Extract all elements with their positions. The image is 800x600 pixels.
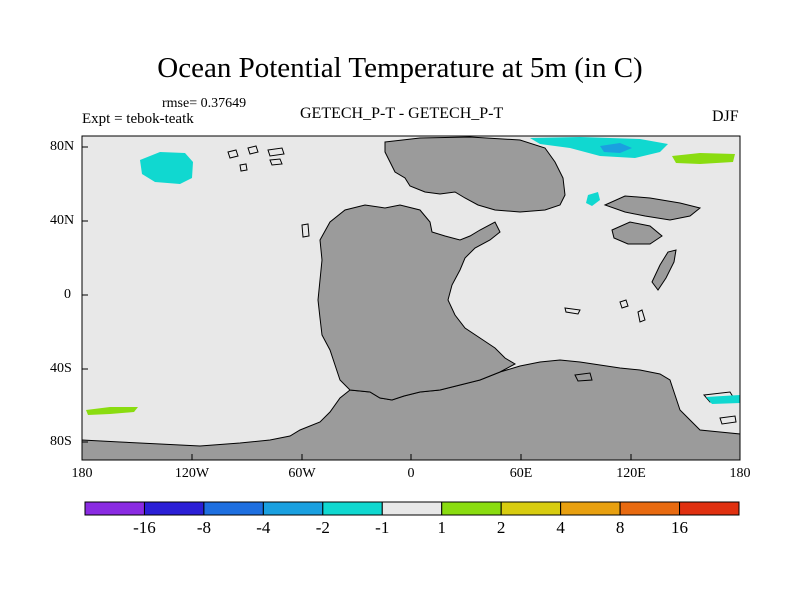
colorbar-swatch	[203, 501, 264, 516]
y-tick-label: 40S	[50, 361, 72, 376]
island-east-3	[651, 249, 677, 291]
colorbar-swatch	[84, 501, 145, 516]
colorbar-swatch	[619, 501, 681, 516]
colorbar-swatch	[560, 501, 621, 516]
experiment-label: Expt = tebok-teatk	[82, 111, 194, 127]
colorbar-swatch	[322, 501, 383, 516]
colorbar-label: 1	[437, 518, 446, 537]
colorbar-swatch	[441, 501, 502, 516]
colorbar-swatch	[262, 501, 324, 516]
colorbar-label: 8	[615, 518, 625, 537]
x-tick-label: 0	[407, 466, 415, 481]
x-tick-label: 180	[729, 466, 751, 481]
y-tick-label: 80S	[50, 434, 72, 449]
land-masses	[81, 136, 741, 461]
y-tick-label: 40N	[50, 213, 75, 228]
island-outline	[227, 149, 239, 159]
y-tick-label: 80N	[50, 139, 75, 154]
anomaly-cyan-north	[530, 137, 668, 158]
colorbar-label: -8	[196, 518, 211, 537]
x-tick-label: 60W	[288, 466, 316, 481]
island-east-1	[603, 195, 702, 221]
colorbar-label: -1	[375, 518, 390, 537]
axis-ticks	[82, 146, 632, 460]
anomaly-blue-north	[600, 143, 632, 153]
colorbar-label: 4	[556, 518, 565, 537]
x-tick-label: 180	[71, 466, 93, 481]
y-tick-label: 0	[64, 287, 71, 302]
plot-title: Ocean Potential Temperature at 5m (in C)	[157, 52, 643, 84]
island-outline	[637, 309, 646, 323]
colorbar-swatch	[381, 501, 443, 516]
x-tick-label: 60E	[509, 466, 533, 481]
colorbar-label: 16	[671, 518, 689, 537]
island-outline	[301, 223, 310, 238]
anomaly-cyan-se	[706, 395, 740, 404]
island-east-2	[611, 221, 663, 245]
anomaly-green-sw	[86, 407, 138, 415]
colorbar-swatch	[679, 501, 740, 516]
colorbar-swatch	[143, 501, 205, 516]
colorbar-label: -2	[315, 518, 330, 537]
small-islands	[227, 145, 737, 425]
island-outline	[574, 372, 593, 382]
island-outline	[564, 307, 581, 315]
island-outline	[267, 147, 285, 157]
anomaly-cyan-small	[586, 192, 600, 206]
colorbar	[84, 501, 740, 516]
x-tick-label: 120W	[174, 466, 210, 481]
anomaly-cyan-nw	[140, 152, 193, 184]
island-outline	[239, 163, 248, 172]
anomaly-patches	[86, 137, 740, 415]
colorbar-label: -16	[133, 518, 156, 537]
island-outline	[719, 415, 737, 425]
season-label: DJF	[712, 108, 739, 125]
rmse-label: rmse= 0.37649	[162, 96, 247, 111]
colorbar-label: 2	[496, 518, 506, 537]
x-tick-label: 120E	[616, 466, 646, 481]
central-continent	[317, 204, 517, 401]
comparison-label: GETECH_P-T - GETECH_P-T	[300, 105, 504, 122]
colorbar-swatch	[500, 501, 562, 516]
colorbar-label: -4	[256, 518, 271, 537]
island-outline	[619, 299, 629, 309]
island-outline	[269, 158, 283, 166]
anomaly-green-ne	[672, 153, 735, 164]
island-outline	[247, 145, 259, 155]
northern-land	[384, 136, 566, 213]
